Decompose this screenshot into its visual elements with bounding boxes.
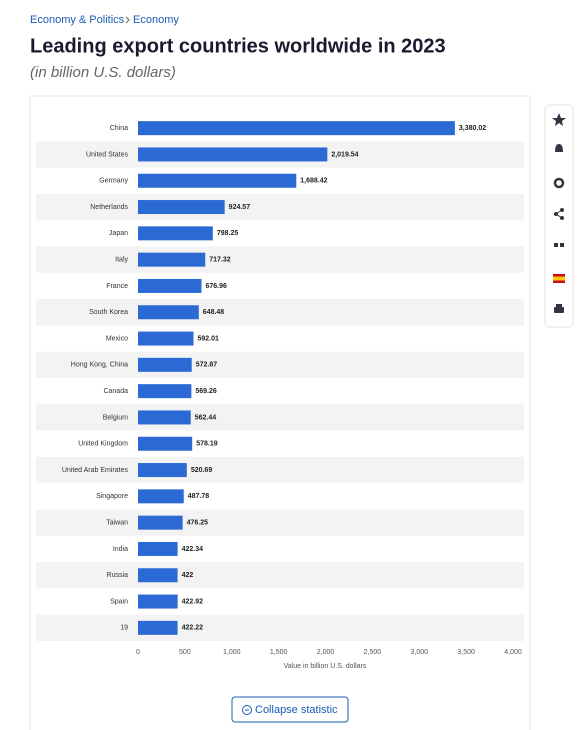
y-tick-label: Canada [103,388,128,395]
value-label: 569.26 [195,388,217,395]
value-label: 572.87 [196,362,218,369]
y-tick-label: Mexico [106,335,128,342]
alert-icon[interactable] [555,144,563,152]
row-stripe [36,456,524,484]
bar [138,226,213,241]
y-tick-label: United Arab Emirates [62,467,129,474]
y-tick-label: Singapore [96,493,128,500]
bar [138,541,178,556]
bar [138,278,202,293]
bar [138,436,193,451]
y-tick-label: China [110,125,128,132]
settings-icon[interactable] [553,177,565,189]
breadcrumb-link[interactable]: Economy & Politics [30,14,125,26]
breadcrumb-link[interactable]: Economy [133,14,179,26]
breadcrumb-separator [125,16,130,24]
bar [138,173,297,188]
bar [138,594,178,609]
bar [138,620,178,635]
y-tick-label: Germany [99,178,128,185]
value-label: 717.32 [209,256,231,263]
print-icon[interactable] [554,304,564,313]
toolbar [544,104,574,328]
bar [138,515,183,530]
bar [138,357,192,372]
y-tick-label: South Korea [89,309,128,316]
y-tick-label: Russia [107,572,129,579]
cite-icon[interactable] [554,243,564,247]
favorite-icon[interactable] [552,113,566,126]
button-label[interactable]: Collapse statistic [255,704,338,716]
value-label: 520.69 [191,467,213,474]
language-icon[interactable] [553,274,565,283]
value-label: 676.96 [205,283,227,290]
value-label: 422.34 [182,546,204,553]
y-tick-label: France [106,283,128,290]
y-tick-label: Belgium [103,414,128,421]
x-axis-title: Value in billion U.S. dollars [284,663,367,670]
y-tick-label: Hong Kong, China [71,362,128,369]
share-icon[interactable] [554,208,564,220]
bar [138,489,184,504]
value-label: 798.25 [217,230,239,237]
row-stripe [36,246,524,273]
x-tick-label: 3,500 [457,649,475,656]
value-label: 3,380.02 [459,125,486,132]
value-label: 562.44 [195,414,217,421]
value-label: 2,019.54 [331,151,358,158]
chart-title: Leading export countries worldwide in 20… [30,35,446,57]
row-stripe [36,299,524,326]
x-tick-label: 1,000 [223,649,241,656]
value-label: 578.19 [196,441,218,448]
bar [138,305,199,320]
x-tick-label: 2,000 [317,649,335,656]
x-tick-label: 0 [136,649,140,656]
x-tick-label: 3,000 [410,649,428,656]
button-frame[interactable] [231,696,349,723]
bar [138,147,328,162]
y-tick-label: Taiwan [106,519,128,526]
bar [138,568,178,583]
button-icon [242,705,252,715]
value-label: 487.78 [188,493,210,500]
row-stripe [36,509,524,536]
bar [138,463,187,478]
row-stripe [36,404,524,431]
bar [138,252,206,267]
value-label: 422.22 [182,625,204,632]
row-stripe [36,351,524,378]
x-tick-label: 1,500 [270,649,288,656]
row-stripe [36,614,524,641]
value-label: 476.25 [187,519,209,526]
row-stripe [36,193,524,221]
y-tick-label: India [113,546,128,553]
x-tick-label: 4,000 [504,649,522,656]
bar [138,410,191,425]
chart-subtitle: (in billion U.S. dollars) [30,64,176,81]
x-tick-label: 2,500 [364,649,382,656]
value-label: 924.57 [229,204,251,211]
y-tick-label: Spain [110,598,128,605]
value-label: 422.92 [182,598,204,605]
collapse-button[interactable]: Collapse statistic [231,696,349,723]
bar [138,384,192,399]
y-tick-label: Japan [109,230,128,237]
x-tick-label: 500 [179,649,191,656]
value-label: 592.01 [198,335,220,342]
y-tick-label: Netherlands [90,204,128,211]
value-label: 422 [182,572,194,579]
y-tick-label: United States [86,151,129,158]
value-label: 1,688.42 [300,178,327,185]
y-tick-label: 19 [120,625,128,632]
bar [138,121,455,136]
y-tick-label: Italy [115,256,128,263]
row-stripe [36,562,524,589]
bar [138,331,194,346]
bar [138,200,225,215]
y-tick-label: United Kingdom [78,441,128,448]
value-label: 648.48 [203,309,225,316]
